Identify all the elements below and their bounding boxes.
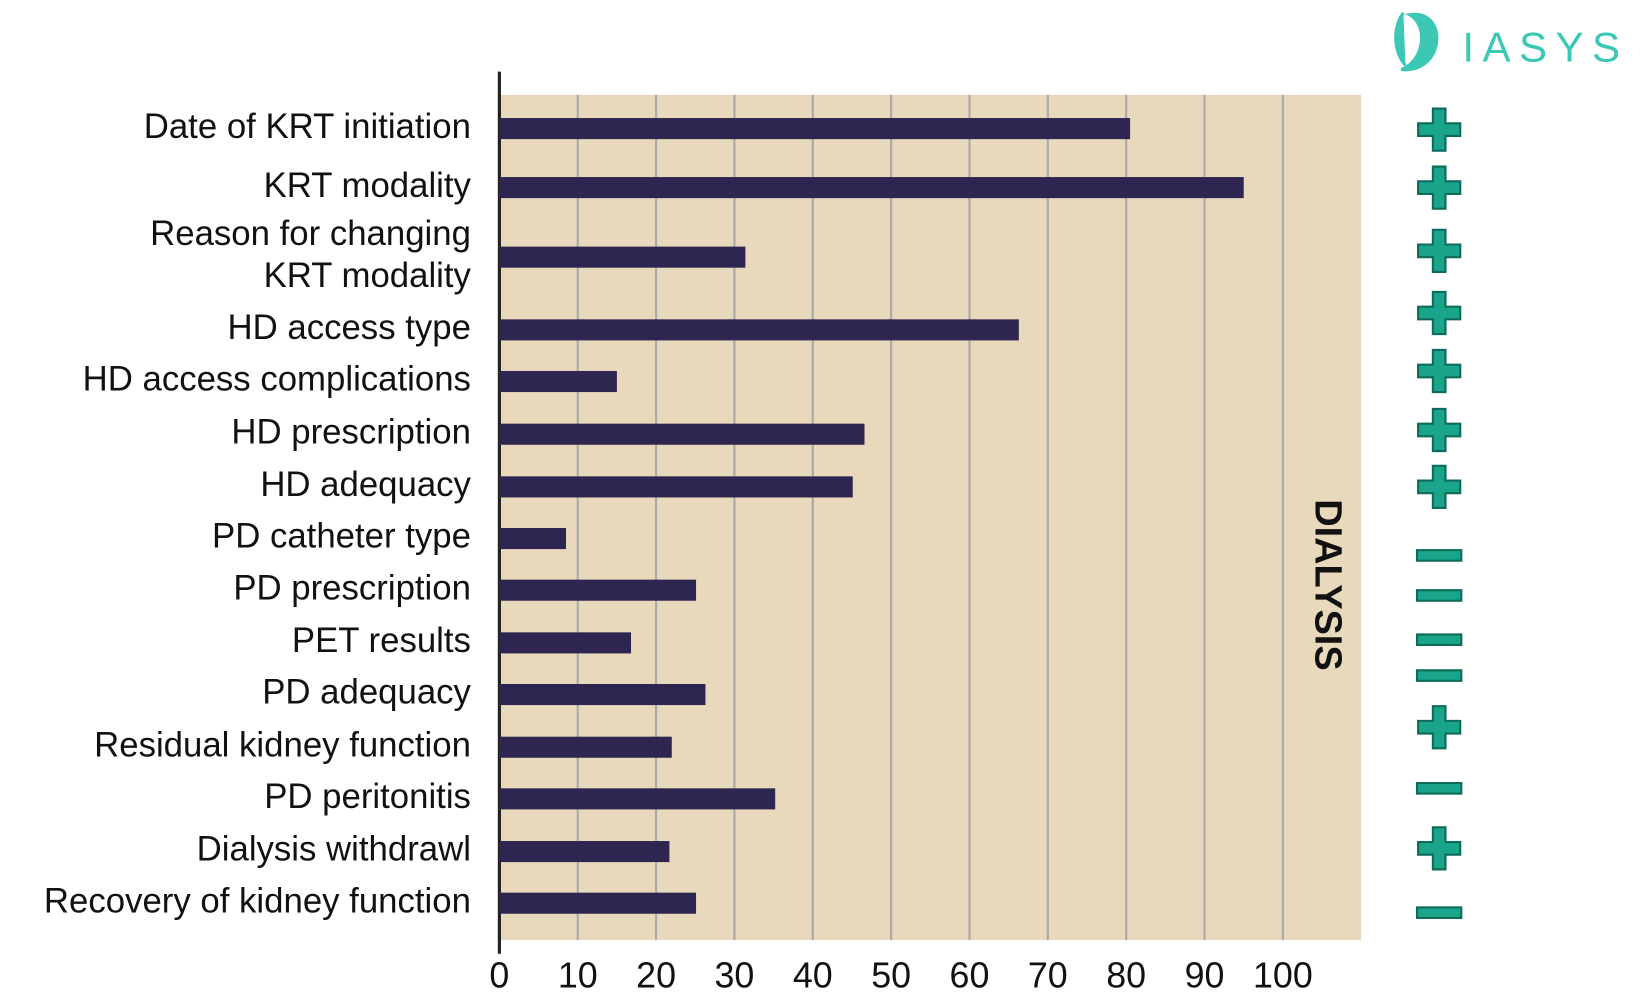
bar [499,370,617,393]
bar [499,788,776,810]
logo-text: IASYS [1462,24,1628,71]
bar [499,632,632,654]
minus-marker [1416,782,1463,795]
minus-marker [1416,589,1463,602]
plus-marker [1417,826,1462,871]
bar [499,423,865,445]
bar [499,118,1131,140]
logo: IASYS [1394,11,1628,72]
y-tick-label: Recovery of kidney function [44,882,471,920]
bar [499,177,1244,199]
minus-marker [1416,669,1463,682]
bar [499,736,672,758]
y-tick-label: Date of KRT initiation [144,108,471,146]
bar [499,319,1019,341]
y-tick-label: HD access complications [83,361,471,399]
plus-marker [1417,165,1462,210]
x-tick-label: 90 [1185,955,1225,995]
y-tick-label: HD prescription [231,413,471,451]
plus-marker [1417,290,1462,336]
x-tick-label: 70 [1028,955,1068,995]
x-tick-label: 60 [950,955,990,995]
minus-marker [1416,549,1463,562]
x-tick-label: 20 [636,955,676,995]
plus-marker [1417,407,1462,453]
plus-marker [1417,464,1462,510]
y-tick-label: Dialysis withdrawl [197,831,471,869]
y-tick-label: PD adequacy [262,674,471,712]
bar [499,528,566,550]
plus-marker [1417,705,1462,750]
y-tick-label: PD prescription [233,569,471,607]
plus-marker [1417,107,1462,152]
minus-marker [1416,633,1463,647]
x-tick-label: 100 [1253,955,1313,995]
y-tick-label: PD peritonitis [264,778,471,816]
y-tick-label: Residual kidney function [94,726,471,764]
y-tick-label: KRT modality [264,167,472,205]
bar [499,246,746,268]
bar [499,892,697,914]
x-tick-label: 30 [715,955,755,995]
annotation: DIALYSIS [1306,499,1348,670]
bar [499,683,706,706]
x-tick-label: 0 [489,955,509,995]
bar [499,579,697,601]
x-tick-label: 50 [871,955,911,995]
x-tick-label: 10 [558,955,598,995]
y-tick-label: PET results [292,622,471,660]
plot-background [499,94,1362,941]
y-tick-label: HD adequacy [260,466,471,504]
bar [499,476,853,498]
plus-marker [1417,348,1462,394]
x-tick-label: 80 [1106,955,1146,995]
bar [499,841,670,863]
y-tick-label: Reason for changing KRT modality [150,215,471,295]
plus-marker [1417,228,1462,273]
y-tick-label: PD catheter type [212,518,471,556]
y-tick-label: HD access type [228,309,471,347]
x-tick-label: 40 [793,955,833,995]
minus-marker [1416,906,1463,920]
logo-mark [1394,11,1439,72]
